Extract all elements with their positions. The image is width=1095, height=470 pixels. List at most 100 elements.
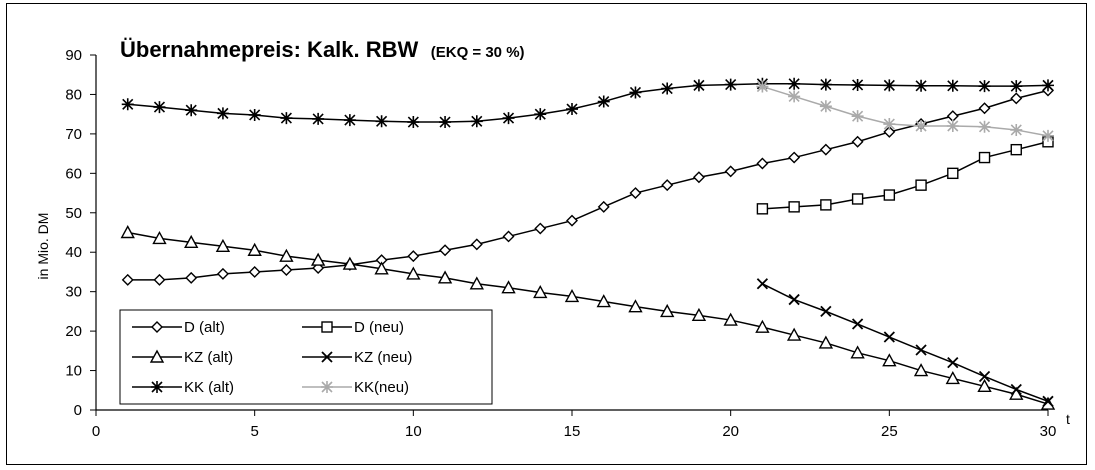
data-point <box>788 90 801 103</box>
data-point <box>819 78 832 91</box>
data-point <box>248 265 261 278</box>
data-point <box>185 104 198 117</box>
legend-marker <box>151 321 163 333</box>
data-point <box>342 256 358 270</box>
data-point <box>501 280 516 294</box>
y-tick-label: 90 <box>65 47 82 64</box>
data-point <box>661 179 674 192</box>
data-point <box>978 120 991 133</box>
data-point <box>1010 383 1022 396</box>
data-point <box>661 82 674 95</box>
y-axis-label: in Mio. DM <box>35 213 51 280</box>
data-point <box>502 230 515 243</box>
data-point <box>247 242 262 256</box>
data-point <box>946 79 959 92</box>
y-tick-label: 70 <box>65 126 82 143</box>
data-point <box>820 199 832 211</box>
data-point <box>279 248 294 262</box>
data-point <box>947 357 959 369</box>
data-point <box>407 250 420 263</box>
data-point <box>978 102 991 115</box>
data-point <box>692 79 705 92</box>
y-tick-label: 0 <box>74 402 82 419</box>
data-point <box>883 118 896 131</box>
data-point <box>121 273 134 286</box>
data-point <box>628 299 643 313</box>
y-tick-label: 30 <box>65 284 82 301</box>
data-point <box>534 222 547 235</box>
data-point <box>851 78 864 91</box>
data-point <box>915 79 928 92</box>
chart-frame <box>6 3 1087 465</box>
data-point <box>756 157 769 170</box>
legend-label: D (alt) <box>184 319 225 336</box>
legend-marker <box>321 351 333 363</box>
data-point <box>723 312 738 326</box>
series-line <box>127 89 1049 281</box>
data-point <box>756 203 769 215</box>
data-point <box>120 225 135 239</box>
data-point <box>152 230 167 245</box>
y-tick-label: 50 <box>65 205 82 222</box>
data-point <box>883 125 896 138</box>
legend-label: KK(neu) <box>354 379 409 396</box>
data-point <box>343 114 356 127</box>
legend-item: KZ (alt) <box>132 349 233 366</box>
series-line <box>762 85 1049 137</box>
data-point <box>597 95 610 108</box>
data-point <box>596 294 611 308</box>
data-point <box>788 151 801 164</box>
data-point <box>978 151 991 164</box>
data-point <box>819 100 832 113</box>
data-point <box>1010 143 1022 156</box>
data-point <box>437 270 453 284</box>
data-point <box>851 193 864 205</box>
data-point <box>1010 123 1023 136</box>
data-point <box>184 234 199 249</box>
data-point <box>374 261 389 275</box>
data-point <box>534 108 547 121</box>
x-tick-label: 5 <box>250 423 258 440</box>
data-point <box>946 110 959 123</box>
series-6 <box>756 80 1054 142</box>
data-point <box>883 189 896 201</box>
data-point <box>280 112 293 125</box>
data-point <box>470 238 483 251</box>
data-point <box>788 77 801 90</box>
data-point <box>406 266 421 280</box>
x-tick-label: 30 <box>1040 423 1057 440</box>
series-line <box>127 83 1049 123</box>
data-point <box>851 318 864 330</box>
series-5 <box>121 77 1054 129</box>
data-point <box>153 273 166 286</box>
data-point <box>375 115 388 128</box>
data-point <box>629 187 642 200</box>
legend-item: D (neu) <box>302 319 404 336</box>
data-point <box>756 278 769 290</box>
x-tick-label: 25 <box>881 423 898 440</box>
legend-marker <box>151 381 163 393</box>
series-line <box>127 231 1049 405</box>
data-point <box>564 288 580 303</box>
legend-label: KK (alt) <box>184 379 234 396</box>
data-point <box>153 101 166 114</box>
data-point <box>533 284 548 299</box>
series-line <box>762 283 1049 403</box>
legend-item: KZ (neu) <box>302 349 412 366</box>
legend: D (alt) D (neu) KZ (alt) KZ (neu) KK (alt) KK… <box>119 309 493 405</box>
y-tick-label: 10 <box>65 363 82 380</box>
x-tick-label: 15 <box>564 423 581 440</box>
x-tick-label: 0 <box>92 423 100 440</box>
y-tick-label: 40 <box>65 244 82 261</box>
data-point <box>946 120 959 132</box>
series-3 <box>120 225 1056 410</box>
chart-title-sub: (EKQ = 30 %) <box>431 44 525 61</box>
data-point <box>724 78 737 91</box>
y-tick-label: 20 <box>65 323 82 340</box>
data-point <box>788 293 800 306</box>
data-point <box>310 252 326 266</box>
data-point <box>756 80 769 93</box>
data-point <box>915 120 928 132</box>
data-point <box>851 110 864 123</box>
